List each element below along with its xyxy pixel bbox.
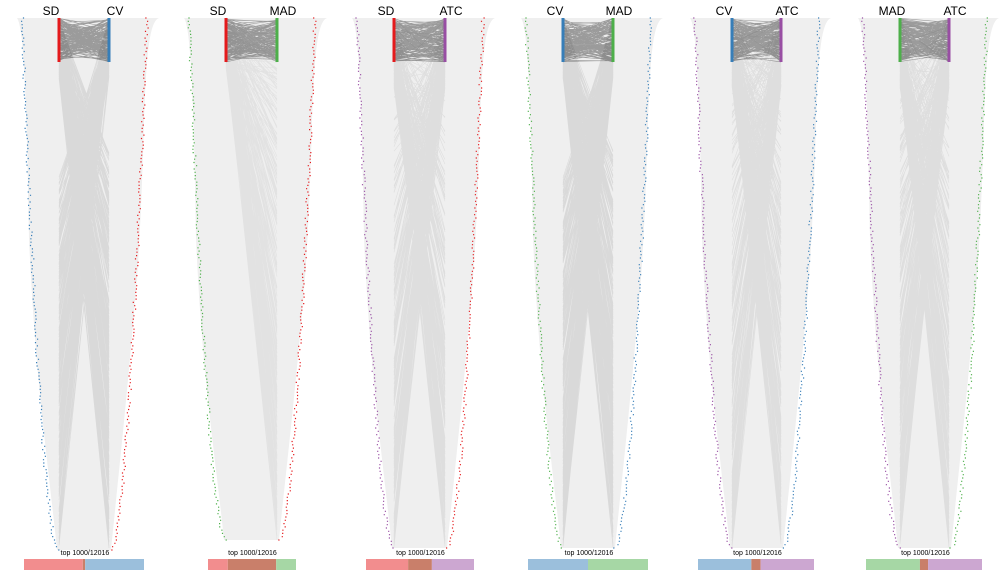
axis-label-right: ATC — [439, 4, 462, 18]
axis-stub-mad — [898, 18, 902, 62]
top-n-note: top 1000/12016 — [61, 550, 110, 557]
overlap-bar-right — [276, 559, 296, 570]
comparison-panel-sd-atc: SD ATC top 1000/12016 — [352, 4, 495, 570]
axis-label-left: SD — [210, 4, 227, 18]
rank-funnel-band — [521, 18, 663, 548]
rank-connection-top-block — [731, 18, 782, 63]
comparison-panel-cv-mad: CV MAD top 1000/12016 — [521, 4, 663, 570]
rank-connection-top-block — [393, 17, 446, 63]
rank-curve-sd — [111, 17, 149, 551]
rank-funnel-band — [184, 18, 327, 540]
axis-label-left: SD — [43, 4, 60, 18]
overlap-bar-left — [866, 559, 920, 570]
axis-stub-mad — [611, 18, 615, 62]
rank-connection-top-block — [58, 17, 110, 63]
axis-stub-cv — [107, 18, 111, 62]
overlap-bar-left — [366, 559, 409, 570]
rank-curve-mad — [187, 17, 227, 541]
rank-curve-atc — [861, 17, 901, 549]
axis-stub-atc — [779, 18, 783, 62]
top-n-note: top 1000/12016 — [228, 550, 277, 557]
overlap-bar-right — [928, 559, 982, 570]
axis-label-right: MAD — [270, 4, 297, 18]
overlap-bar-shared — [919, 559, 929, 570]
axis-stub-atc — [947, 18, 951, 62]
rank-curve-mad — [949, 17, 988, 549]
overlap-bar-right — [85, 559, 144, 570]
rank-curve-atc — [693, 17, 733, 549]
axis-stub-cv — [730, 18, 734, 62]
rank-curve-sd — [446, 17, 485, 549]
rank-connection-lines — [393, 17, 446, 547]
axis-label-left: CV — [547, 4, 564, 18]
rank-curve-sd — [278, 17, 317, 541]
axis-label-left: MAD — [879, 4, 906, 18]
top-n-note: top 1000/12016 — [396, 550, 445, 557]
rank-funnel-band — [690, 18, 831, 548]
overlap-bar-right — [431, 559, 474, 570]
rank-curve-mad — [524, 17, 562, 549]
axis-label-left: CV — [716, 4, 733, 18]
rank-funnel-band — [858, 18, 999, 548]
comparison-panel-mad-atc: MAD ATC top 1000/12016 — [858, 4, 999, 570]
comparison-panel-sd-cv: SD CV top 1000/12016 — [17, 4, 159, 570]
axis-label-right: ATC — [775, 4, 798, 18]
rank-curve-cv — [782, 17, 821, 549]
overlap-bar-left — [24, 559, 83, 570]
rank-curve-cv — [613, 17, 652, 549]
axis-label-right: ATC — [943, 4, 966, 18]
rank-connection-top-block — [225, 17, 278, 63]
rank-funnel-band — [17, 18, 159, 550]
rank-curve-atc — [355, 17, 394, 549]
rank-funnel-band — [352, 18, 495, 548]
overlap-bar-right — [760, 559, 814, 570]
axis-stub-sd — [224, 18, 228, 62]
axis-stub-sd — [392, 18, 396, 62]
top-n-note: top 1000/12016 — [733, 550, 782, 557]
comparison-panel-cv-atc: CV ATC top 1000/12016 — [690, 4, 831, 570]
axis-stub-sd — [57, 18, 61, 62]
rank-connection-lines — [899, 17, 950, 548]
overlap-bar-left — [208, 559, 228, 570]
rank-connection-lines — [58, 17, 110, 549]
rank-curve-cv — [21, 17, 60, 551]
axis-label-right: CV — [107, 4, 124, 18]
overlap-bar-shared — [82, 559, 86, 570]
comparison-panel-sd-mad: SD MAD top 1000/12016 — [184, 4, 327, 570]
overlap-bar-left — [698, 559, 752, 570]
axis-stub-atc — [443, 18, 447, 62]
overlap-bar-shared — [408, 559, 432, 570]
axis-label-right: MAD — [606, 4, 633, 18]
overlap-bar-shared — [227, 559, 277, 570]
overlap-bar-left — [528, 559, 588, 570]
overlap-bar-right — [588, 559, 648, 570]
top-n-note: top 1000/12016 — [565, 550, 614, 557]
rank-connection-top-block — [899, 17, 950, 62]
rank-connection-top-block — [562, 17, 614, 63]
axis-label-left: SD — [378, 4, 395, 18]
rank-connection-lines — [562, 17, 614, 547]
axis-stub-mad — [275, 18, 279, 62]
rank-connection-lines — [731, 17, 782, 548]
top-n-note: top 1000/12016 — [901, 550, 950, 557]
rank-connection-lines — [225, 17, 278, 540]
axis-stub-cv — [561, 18, 565, 62]
overlap-bar-shared — [751, 559, 761, 570]
